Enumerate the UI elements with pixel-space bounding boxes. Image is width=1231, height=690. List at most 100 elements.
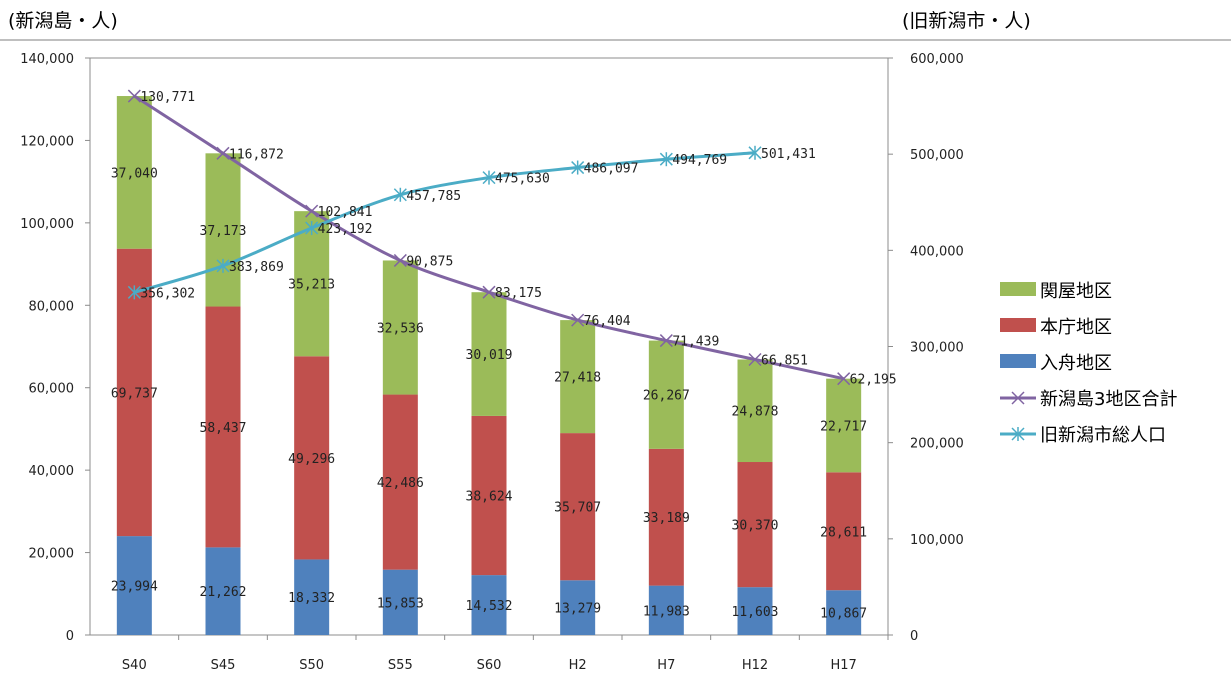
marker-stroke	[216, 146, 230, 160]
x-axis-tick-label: S40	[122, 658, 147, 673]
line-data-label: 130,771	[140, 90, 195, 105]
left-axis-tick-label: 0	[66, 629, 74, 644]
line-data-label: 76,404	[584, 314, 631, 329]
bar-data-label: 42,486	[377, 476, 424, 491]
x-axis-tick-label: S60	[477, 658, 502, 673]
left-axis-unit-label: (新潟島・人)	[8, 10, 118, 32]
bar-data-label: 38,624	[466, 490, 513, 505]
line-data-label: 486,097	[584, 162, 639, 177]
series-marker	[659, 334, 673, 348]
bar-data-label: 49,296	[288, 452, 335, 467]
series-marker	[305, 204, 319, 218]
bar-data-label: 28,611	[820, 525, 867, 540]
legend-label: 旧新潟市総人口	[1040, 425, 1166, 446]
marker-stroke	[748, 352, 762, 367]
bar-data-label: 13,279	[554, 602, 601, 617]
marker-stroke	[659, 334, 673, 348]
line-data-label: 102,841	[318, 205, 373, 220]
right-axis-tick-label: 0	[910, 629, 918, 644]
x-axis-tick-label: S45	[211, 658, 236, 673]
legend-label: 関屋地区	[1040, 281, 1112, 302]
series-marker	[837, 372, 851, 386]
bar-data-label: 26,267	[643, 389, 690, 404]
x-axis-tick-label: H17	[831, 658, 857, 673]
bar-segment	[382, 394, 418, 570]
bar-segment	[205, 547, 241, 635]
line-data-label: 90,875	[406, 254, 453, 269]
bar-segment	[294, 356, 330, 560]
x-axis-tick-label: S55	[388, 658, 413, 673]
marker-stroke	[837, 372, 851, 386]
left-axis-tick-label: 100,000	[20, 217, 74, 232]
bar-segment	[116, 96, 152, 249]
right-axis-unit-label: (旧新潟市・人)	[902, 10, 1031, 32]
bar-segment	[205, 306, 241, 548]
bar-data-label: 37,173	[200, 224, 247, 239]
x-axis-tick-label: H7	[657, 658, 675, 673]
left-axis-tick-label: 80,000	[29, 299, 75, 314]
series-marker	[127, 285, 141, 300]
bar-data-label: 22,717	[820, 419, 867, 434]
bar-segment	[471, 575, 507, 635]
bar-data-label: 30,019	[466, 348, 513, 363]
marker-stroke	[482, 285, 496, 299]
legend-label: 新潟島3地区合計	[1040, 389, 1177, 410]
marker-stroke	[305, 204, 319, 218]
series-marker	[659, 152, 673, 167]
series-marker	[393, 253, 407, 267]
bar-data-label: 30,370	[732, 519, 779, 534]
bar-segment	[294, 211, 330, 357]
line-data-label: 475,630	[495, 172, 550, 187]
lines-group	[127, 89, 851, 386]
bar-data-label: 69,737	[111, 386, 158, 401]
legend-label: 入舟地区	[1040, 353, 1112, 374]
bar-segment	[382, 260, 418, 395]
bar-data-label: 33,189	[643, 511, 690, 526]
left-axis-tick-label: 60,000	[29, 382, 75, 397]
bar-data-label: 27,418	[554, 371, 601, 386]
bar-segment	[294, 559, 330, 635]
series-marker	[748, 352, 762, 367]
series-marker	[748, 145, 762, 160]
bar-data-label: 10,867	[820, 607, 867, 622]
right-axis-tick-label: 100,000	[910, 533, 964, 548]
bar-segment	[471, 415, 507, 576]
bar-data-label: 21,262	[200, 585, 247, 600]
bar-segment	[560, 580, 596, 635]
bar-data-label: 35,707	[554, 501, 601, 516]
bar-data-label: 23,994	[111, 580, 158, 595]
x-axis-tick-label: S50	[299, 658, 324, 673]
marker-stroke	[393, 253, 407, 267]
left-axis-tick-label: 140,000	[20, 52, 74, 67]
legend-marker-stroke	[1011, 391, 1025, 405]
right-axis-tick-label: 600,000	[910, 52, 964, 67]
legend-swatch	[1000, 354, 1036, 368]
bar-data-label: 11,983	[643, 604, 690, 619]
line-data-label: 423,192	[318, 222, 373, 237]
bar-segment	[382, 569, 418, 635]
x-axis-tick-label: H12	[742, 658, 768, 673]
bar-data-label: 11,603	[732, 605, 779, 620]
right-axis-tick-label: 400,000	[910, 244, 964, 259]
left-axis-tick-label: 40,000	[29, 464, 75, 479]
bar-data-label: 58,437	[200, 421, 247, 436]
bar-segment	[205, 153, 241, 307]
bar-segment	[826, 378, 862, 473]
line-data-label: 62,195	[850, 373, 897, 388]
series-marker	[393, 187, 407, 202]
bar-data-label: 37,040	[111, 166, 158, 181]
marker-stroke	[127, 89, 141, 103]
marker-stroke	[571, 313, 585, 327]
line-data-label: 356,302	[140, 286, 195, 301]
line-data-label: 83,175	[495, 286, 542, 301]
legend-swatch	[1000, 318, 1036, 332]
series-marker	[305, 221, 319, 236]
series-line	[133, 94, 844, 381]
series-marker	[482, 285, 496, 299]
series-marker	[216, 258, 230, 273]
bar-segment	[737, 462, 773, 588]
line-data-label: 383,869	[229, 260, 284, 275]
bar-segment	[116, 536, 152, 635]
bar-segment	[826, 590, 862, 635]
